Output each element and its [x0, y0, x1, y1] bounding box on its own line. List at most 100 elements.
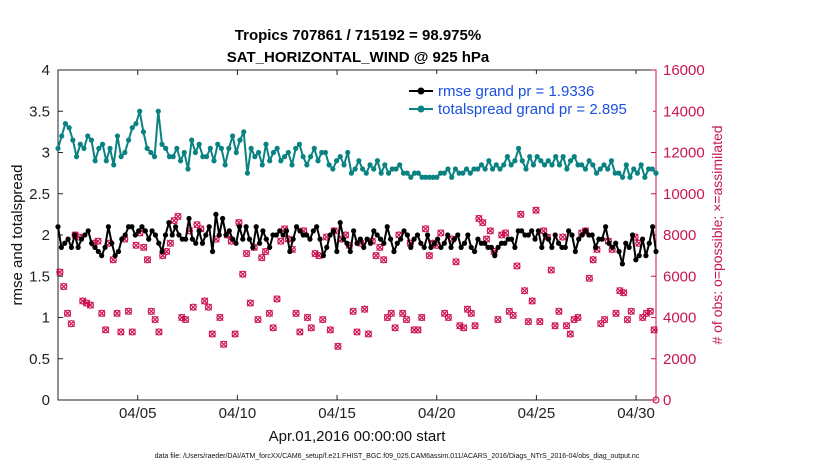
- totalspread-point: [307, 154, 314, 160]
- x-tick-label: 04/20: [418, 405, 456, 422]
- obs-possible-circle: [201, 297, 209, 305]
- obs-assimilated-cross: [124, 307, 133, 315]
- rmse-point: [465, 232, 471, 238]
- left-tick-label: 0.5: [29, 351, 50, 368]
- obs-marker: [98, 309, 106, 317]
- totalspread-point: [345, 149, 351, 156]
- obs-possible-circle: [652, 396, 660, 404]
- obs-marker: [311, 249, 319, 258]
- legend-box: [405, 74, 653, 122]
- obs-possible-circle: [170, 216, 178, 225]
- rmse-point: [539, 244, 545, 250]
- obs-assimilated-cross: [619, 289, 628, 297]
- rmse-point: [58, 244, 64, 250]
- obs-assimilated-cross: [570, 315, 578, 324]
- obs-marker: [452, 258, 460, 266]
- obs-assimilated-cross: [646, 307, 654, 315]
- obs-marker: [585, 274, 593, 282]
- obs-marker: [220, 340, 228, 348]
- obs-assimilated-cross: [372, 252, 380, 260]
- obs-assimilated-cross: [471, 322, 479, 330]
- obs-assimilated-cross: [277, 237, 285, 245]
- rmse-point: [65, 236, 71, 242]
- obs-possible-circle: [383, 313, 392, 322]
- rmse-point: [253, 224, 259, 230]
- rmse-point: [542, 232, 548, 238]
- obs-possible-circle: [303, 313, 312, 322]
- obs-assimilated-cross: [555, 307, 563, 315]
- totalspread-point: [527, 154, 533, 160]
- obs-assimilated-cross: [437, 229, 445, 237]
- obs-possible-circle: [178, 313, 186, 322]
- obs-marker: [456, 322, 464, 330]
- obs-marker: [650, 326, 658, 334]
- left-tick-label: 4: [42, 62, 50, 79]
- totalspread-point: [192, 149, 199, 156]
- obs-assimilated-cross: [612, 309, 620, 317]
- obs-marker: [425, 252, 433, 260]
- totalspread-point: [463, 166, 470, 172]
- totalspread-point: [189, 137, 195, 143]
- totalspread-point: [229, 133, 236, 139]
- obs-possible-circle: [117, 328, 125, 336]
- totalspread-point: [129, 125, 135, 131]
- obs-possible-circle: [86, 301, 94, 309]
- left-tick-label: 1.5: [29, 268, 50, 285]
- rmse-point: [216, 232, 222, 238]
- obs-possible-circle: [292, 309, 300, 317]
- obs-possible-circle: [151, 315, 159, 324]
- obs-assimilated-cross: [189, 303, 197, 311]
- obs-possible-circle: [128, 328, 136, 336]
- rmse-point: [351, 228, 357, 234]
- totalspread-point: [285, 149, 291, 156]
- rmse-point: [297, 228, 303, 234]
- rmse-point: [555, 240, 562, 246]
- obs-possible-circle: [124, 307, 133, 315]
- totalspread-point: [196, 141, 202, 147]
- obs-marker: [79, 297, 87, 305]
- totalspread-point: [575, 162, 581, 168]
- totalspread-point: [107, 145, 113, 151]
- obs-assimilated-cross: [296, 328, 304, 336]
- obs-marker: [524, 318, 533, 326]
- totalspread-point: [337, 154, 343, 160]
- obs-assimilated-cross: [56, 268, 64, 276]
- obs-assimilated-cross: [418, 313, 426, 322]
- obs-possible-circle: [501, 229, 510, 237]
- totalspread-point: [567, 158, 574, 164]
- rmse-point: [374, 232, 380, 238]
- obs-marker: [380, 256, 388, 264]
- totalspread-point: [159, 141, 165, 147]
- obs-assimilated-cross: [357, 239, 365, 247]
- obs-assimilated-cross: [524, 318, 533, 326]
- obs-assimilated-cross: [425, 252, 433, 260]
- obs-assimilated-cross: [334, 342, 342, 350]
- obs-possible-circle: [627, 307, 635, 315]
- rmse-point: [445, 232, 451, 238]
- totalspread-point: [99, 141, 106, 147]
- totalspread-point: [226, 145, 232, 151]
- obs-possible-circle: [402, 315, 411, 324]
- obs-possible-circle: [585, 274, 593, 282]
- left-tick-label: 1: [42, 310, 50, 327]
- rmse-point: [159, 248, 165, 255]
- obs-marker: [460, 324, 468, 332]
- obs-assimilated-cross: [486, 227, 494, 235]
- obs-assimilated-cross: [494, 315, 502, 324]
- obs-assimilated-cross: [132, 241, 140, 249]
- totalspread-point: [62, 121, 69, 127]
- obs-possible-circle: [193, 221, 201, 229]
- obs-assimilated-cross: [60, 282, 68, 291]
- rmse-point: [391, 248, 397, 255]
- obs-assimilated-cross: [402, 315, 411, 324]
- totalspread-point: [319, 149, 325, 156]
- obs-possible-circle: [155, 328, 163, 336]
- obs-marker: [509, 311, 517, 320]
- rmse-point: [461, 240, 468, 246]
- obs-assimilated-cross: [380, 256, 388, 264]
- obs-marker: [265, 309, 274, 317]
- right-tick-label: 4000: [663, 310, 696, 327]
- rmse-point: [132, 232, 138, 238]
- totalspread-point: [92, 158, 98, 164]
- totalspread-point: [586, 158, 592, 164]
